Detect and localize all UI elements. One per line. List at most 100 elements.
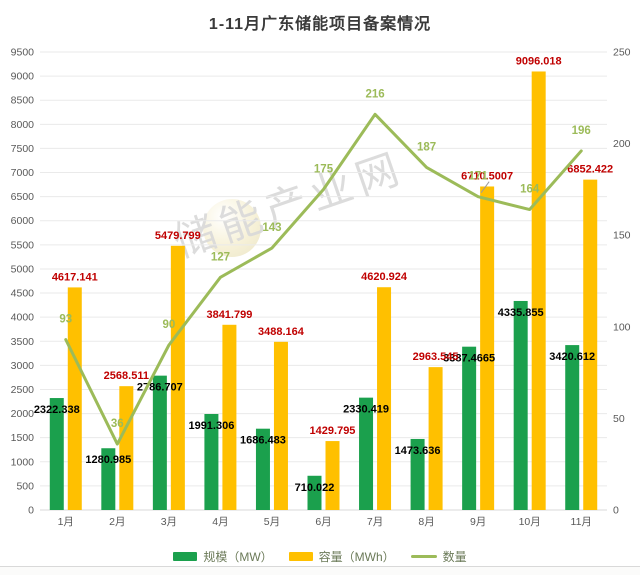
bar-capacity-m5 <box>273 341 288 510</box>
x-axis-label: 5月 <box>264 516 280 528</box>
data-label-scale-m6: 710.022 <box>295 482 335 494</box>
globe-watermark-icon <box>203 199 261 257</box>
plot-area: 0500100015002000250030003500400045005000… <box>11 47 631 529</box>
bar-capacity-m9 <box>480 186 495 511</box>
data-label-scale-m2: 1280.985 <box>85 454 131 466</box>
bar-capacity-m10 <box>531 71 546 510</box>
chart-legend: 规模（MW） 容量（MWh） 数量 <box>0 547 640 565</box>
x-axis-label: 8月 <box>418 516 434 528</box>
data-label-capacity-m2: 2568.511 <box>104 370 149 382</box>
y-axis-label-right: 200 <box>613 138 631 150</box>
x-axis-label: 10月 <box>519 516 541 528</box>
data-label-capacity-m3: 5479.799 <box>155 230 201 242</box>
y-axis-label-left: 2500 <box>11 384 35 396</box>
data-label-capacity-m7: 4620.924 <box>361 271 408 283</box>
y-axis-label-left: 2000 <box>11 408 35 420</box>
bottom-divider <box>0 566 640 567</box>
legend-item-scale: 规模（MW） <box>173 548 273 565</box>
bar-scale-m4 <box>204 413 219 510</box>
y-axis-label-left: 0 <box>28 505 34 517</box>
bar-capacity-m4 <box>222 324 237 510</box>
data-label-scale-m10: 4335.855 <box>498 307 544 319</box>
legend-label-capacity: 容量（MWh） <box>318 549 395 564</box>
data-label-count-m8: 187 <box>417 141 436 153</box>
bar-scale-m2 <box>101 448 116 510</box>
bar-scale-m3 <box>152 375 167 510</box>
bar-scale-m7 <box>359 397 374 510</box>
bar-scale-m11 <box>565 345 580 510</box>
x-axis-label: 6月 <box>315 516 331 528</box>
y-axis-label-left: 6500 <box>11 191 35 203</box>
bar-capacity-m2 <box>119 386 134 510</box>
legend-swatch-capacity-bar <box>288 551 313 561</box>
y-axis-label-left: 7000 <box>11 167 35 179</box>
y-axis-label-left: 8500 <box>11 95 35 107</box>
bar-scale-m6 <box>307 475 322 510</box>
bar-scale-m10 <box>513 300 528 510</box>
y-axis-label-left: 3000 <box>11 360 35 372</box>
y-axis-label-left: 4000 <box>11 312 35 324</box>
bar-capacity-m6 <box>325 441 340 510</box>
y-axis-label-right: 250 <box>613 47 631 59</box>
bar-capacity-m11 <box>583 179 598 511</box>
legend-item-capacity: 容量（MWh） <box>288 548 395 565</box>
y-axis-label-left: 7500 <box>11 143 35 155</box>
y-axis-label-left: 1000 <box>11 456 35 468</box>
legend-swatch-scale-bar <box>173 551 198 561</box>
bar-capacity-m7 <box>377 287 392 510</box>
data-label-scale-m7: 2330.419 <box>343 404 389 416</box>
x-axis-label: 9月 <box>470 516 486 528</box>
data-label-scale-m8: 1473.636 <box>395 445 441 457</box>
legend-label-count: 数量 <box>442 549 467 564</box>
bar-scale-m5 <box>255 428 270 510</box>
data-label-scale-m9: 3387.4665 <box>443 353 495 365</box>
x-axis-label: 3月 <box>161 516 177 528</box>
y-axis-label-left: 1500 <box>11 432 35 444</box>
data-label-count-m4: 127 <box>211 251 230 263</box>
data-label-count-m2: 36 <box>111 418 124 430</box>
chart-title: 1-11月广东储能项目备案情况 <box>208 16 432 33</box>
bar-capacity-m3 <box>170 245 185 510</box>
bar-capacity-m8 <box>428 367 443 510</box>
data-label-scale-m5: 1686.483 <box>240 435 286 447</box>
data-label-scale-m11: 3420.612 <box>549 351 595 363</box>
data-label-scale-m1: 2322.338 <box>34 404 80 416</box>
data-label-count-m11: 196 <box>572 125 591 137</box>
x-axis-label: 7月 <box>367 516 383 528</box>
data-label-capacity-m11: 6852.422 <box>567 164 613 176</box>
data-label-count-m10: 164 <box>520 184 540 196</box>
bar-capacity-m1 <box>67 287 82 510</box>
data-label-count-m1: 93 <box>59 314 72 326</box>
y-axis-label-right: 0 <box>613 505 619 517</box>
y-axis-label-right: 100 <box>613 321 631 333</box>
bar-scale-m1 <box>49 398 64 510</box>
data-label-capacity-m1: 4617.141 <box>52 271 98 283</box>
data-label-count-m5: 143 <box>262 222 281 234</box>
y-axis-label-left: 8000 <box>11 119 35 131</box>
data-label-capacity-m5: 3488.164 <box>258 326 305 338</box>
y-axis-label-left: 6000 <box>11 215 35 227</box>
data-label-count-m9: 171 <box>469 171 489 183</box>
y-axis-label-left: 9500 <box>11 47 35 59</box>
y-axis-label-left: 5500 <box>11 239 35 251</box>
data-label-capacity-m9: 6710.5007 <box>461 170 513 182</box>
bar-scale-m9 <box>462 346 477 510</box>
y-axis-label-left: 5000 <box>11 263 35 275</box>
data-label-count-m7: 216 <box>365 88 384 100</box>
x-axis-label: 4月 <box>212 516 228 528</box>
x-axis-label: 11月 <box>571 516 592 528</box>
y-axis-label-left: 3500 <box>11 336 35 348</box>
x-axis-label: 2月 <box>109 516 125 528</box>
data-label-capacity-m6: 1429.795 <box>310 425 356 437</box>
y-axis-label-right: 50 <box>613 413 625 425</box>
y-axis-label-left: 500 <box>16 480 34 492</box>
data-label-capacity-m4: 3841.799 <box>206 309 252 321</box>
y-axis-label-left: 9000 <box>11 71 35 83</box>
label-leader-line <box>480 181 490 194</box>
count-line <box>64 112 583 446</box>
data-label-count-m6: 175 <box>314 163 334 175</box>
legend-item-count: 数量 <box>410 548 467 565</box>
bar-scale-m8 <box>410 438 425 510</box>
data-label-count-m3: 90 <box>162 319 175 331</box>
